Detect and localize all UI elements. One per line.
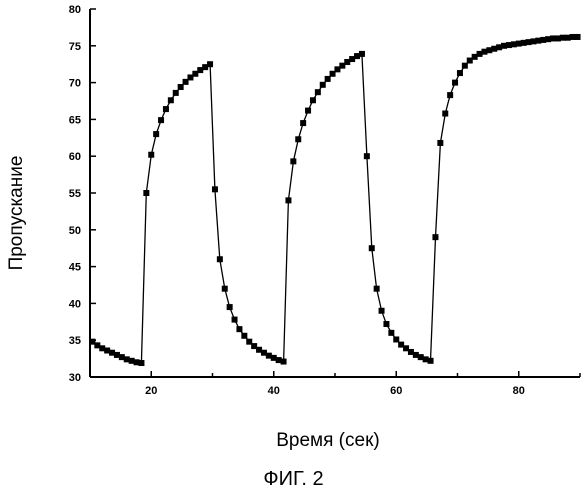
data-point bbox=[379, 308, 385, 314]
y-tick-label: 75 bbox=[69, 41, 81, 53]
data-point bbox=[163, 106, 169, 112]
data-point bbox=[143, 190, 149, 196]
data-point bbox=[300, 120, 306, 126]
data-point bbox=[178, 84, 184, 90]
data-point bbox=[428, 358, 434, 364]
x-tick-label: 60 bbox=[390, 385, 402, 397]
y-tick-label: 65 bbox=[69, 114, 81, 126]
data-point bbox=[305, 108, 311, 114]
data-point bbox=[315, 89, 321, 95]
data-point bbox=[207, 61, 213, 67]
data-point bbox=[281, 359, 287, 365]
chart: 30 35 40 45 50 55 60 65 70 75 80 20 40 60 80 Время (се… bbox=[0, 0, 587, 460]
data-point bbox=[437, 140, 443, 146]
y-tick-label: 45 bbox=[69, 262, 81, 274]
data-point bbox=[575, 34, 581, 40]
data-series bbox=[89, 34, 580, 366]
data-point bbox=[227, 304, 233, 310]
data-point bbox=[290, 158, 296, 164]
y-axis-title: Пропускание bbox=[6, 156, 27, 271]
x-tick-label: 40 bbox=[268, 385, 280, 397]
data-point bbox=[138, 360, 144, 366]
x-tick-label: 20 bbox=[145, 385, 157, 397]
data-point bbox=[310, 97, 316, 103]
y-tick-label: 50 bbox=[69, 225, 81, 237]
data-point bbox=[153, 131, 159, 137]
data-point bbox=[285, 197, 291, 203]
data-point bbox=[388, 330, 394, 336]
y-tick-label: 80 bbox=[69, 4, 81, 16]
data-point bbox=[217, 256, 223, 262]
series-line bbox=[93, 37, 578, 363]
data-point bbox=[232, 317, 238, 323]
data-point bbox=[452, 80, 458, 86]
data-point bbox=[158, 117, 164, 123]
y-tick-label: 55 bbox=[69, 188, 81, 200]
y-tick-label: 30 bbox=[69, 372, 81, 384]
x-axis-title: Время (сек) bbox=[276, 430, 379, 451]
y-tick-label: 70 bbox=[69, 78, 81, 90]
axes bbox=[90, 9, 580, 377]
y-tick-label: 40 bbox=[69, 298, 81, 310]
x-tick-label: 80 bbox=[513, 385, 525, 397]
data-point bbox=[374, 286, 380, 292]
data-point bbox=[393, 336, 399, 342]
data-point bbox=[383, 321, 389, 327]
y-tick-label: 35 bbox=[69, 335, 81, 347]
figure-caption: ФИГ. 2 bbox=[0, 468, 587, 491]
y-tick-label: 60 bbox=[69, 151, 81, 163]
data-point bbox=[295, 136, 301, 142]
data-point bbox=[432, 234, 438, 240]
data-point bbox=[447, 92, 453, 98]
data-point bbox=[148, 152, 154, 158]
data-point bbox=[212, 186, 218, 192]
data-point bbox=[325, 76, 331, 82]
data-point bbox=[320, 82, 326, 88]
data-point bbox=[462, 63, 468, 69]
data-point bbox=[359, 51, 365, 57]
data-point bbox=[241, 333, 247, 339]
data-point bbox=[369, 245, 375, 251]
data-point bbox=[168, 97, 174, 103]
data-point bbox=[364, 153, 370, 159]
data-point bbox=[222, 286, 228, 292]
data-point bbox=[442, 111, 448, 117]
data-point bbox=[236, 326, 242, 332]
data-point bbox=[457, 70, 463, 76]
data-point bbox=[173, 90, 179, 96]
